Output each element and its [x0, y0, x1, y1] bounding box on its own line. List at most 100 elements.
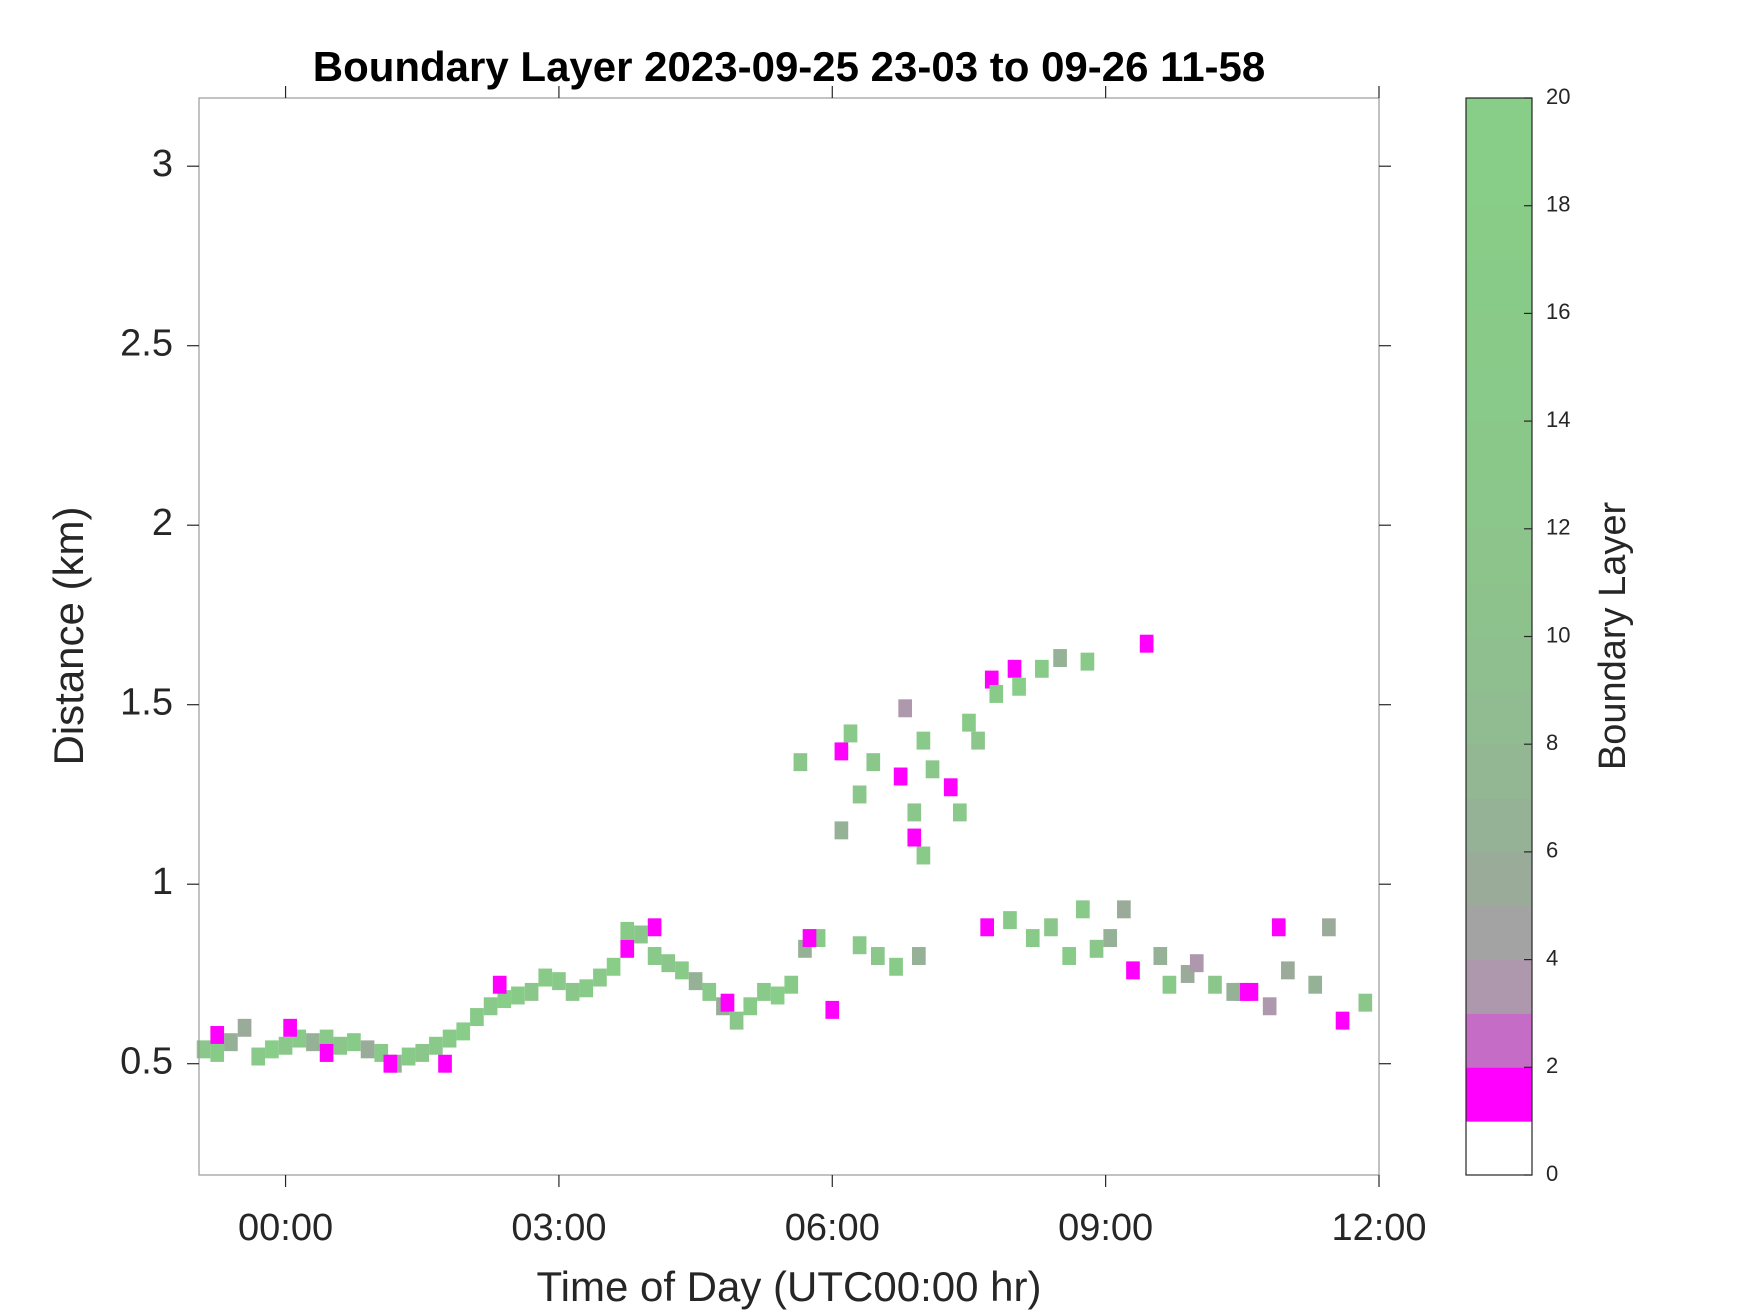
cell	[1262, 997, 1277, 1016]
cell	[866, 753, 881, 772]
y-tick-label: 2.5	[120, 323, 173, 365]
x-tick-label: 06:00	[785, 1207, 880, 1249]
colorbar-tick-label: 4	[1546, 945, 1558, 970]
cell	[319, 1043, 334, 1062]
cell	[333, 1036, 348, 1055]
cell	[889, 957, 903, 976]
cell	[852, 936, 867, 955]
x-axis-label: Time of Day (UTC00:00 hr)	[537, 1263, 1042, 1310]
cell	[825, 1000, 840, 1019]
colorbar-tick-label: 0	[1546, 1161, 1558, 1186]
cell	[1103, 929, 1118, 948]
y-axis-label: Distance (km)	[45, 506, 92, 765]
cell	[1189, 954, 1204, 973]
cell	[1271, 918, 1286, 937]
colorbar-band	[1466, 851, 1532, 907]
cell	[647, 947, 662, 965]
cell	[511, 986, 525, 1005]
cell	[688, 972, 703, 991]
cell	[907, 803, 922, 822]
cell	[1062, 947, 1077, 965]
cell	[1012, 677, 1026, 696]
cell	[971, 731, 985, 750]
cell	[898, 699, 913, 718]
cell	[729, 1011, 744, 1030]
cell	[989, 684, 1004, 703]
cell	[871, 947, 885, 965]
colorbar-band	[1466, 905, 1532, 961]
cell	[347, 1033, 361, 1052]
cell	[834, 821, 849, 840]
cell	[962, 713, 976, 732]
cell	[1358, 993, 1373, 1012]
colorbar-band	[1466, 1013, 1532, 1068]
colorbar-band	[1466, 1121, 1532, 1176]
cell	[943, 778, 958, 797]
cell	[210, 1026, 225, 1044]
cell	[852, 785, 867, 804]
cell	[1044, 918, 1058, 937]
cell	[1076, 900, 1090, 919]
cell	[743, 997, 758, 1016]
cell	[1226, 982, 1241, 1001]
cell	[278, 1036, 293, 1055]
cell	[784, 975, 799, 994]
cell	[1053, 649, 1067, 668]
cell	[383, 1054, 398, 1073]
colorbar-band	[1466, 798, 1532, 853]
colorbar-band	[1466, 421, 1532, 476]
cell	[497, 990, 512, 1009]
cell	[770, 986, 785, 1005]
cell	[980, 918, 995, 937]
cell	[1080, 652, 1095, 671]
cell	[456, 1022, 471, 1041]
colorbar-label: Boundary Layer	[1592, 502, 1634, 771]
cell	[1025, 929, 1040, 948]
colorbar-band	[1466, 528, 1532, 584]
cell	[429, 1036, 443, 1055]
colorbar-band	[1466, 744, 1532, 799]
cell	[1281, 961, 1295, 980]
colorbar-tick-label: 2	[1546, 1053, 1558, 1078]
cell	[834, 742, 849, 761]
cell	[802, 929, 817, 948]
x-tick-label: 00:00	[238, 1207, 333, 1249]
x-tick-label: 09:00	[1058, 1207, 1153, 1249]
cell	[237, 1018, 252, 1037]
cell	[1208, 975, 1222, 994]
colorbar-tick-label: 10	[1546, 622, 1570, 647]
colorbar-band	[1466, 690, 1532, 745]
colorbar-tick-label: 16	[1546, 299, 1570, 324]
cell	[1322, 918, 1336, 937]
cell	[401, 1047, 416, 1066]
cell	[552, 972, 566, 991]
cell	[438, 1054, 452, 1073]
cell	[1126, 961, 1140, 980]
cell	[593, 968, 607, 987]
y-tick-label: 3	[152, 143, 173, 185]
cell	[793, 753, 808, 772]
colorbar-band	[1466, 636, 1532, 691]
cell	[1308, 975, 1323, 994]
colorbar-tick-label: 6	[1546, 838, 1558, 863]
colorbar-band	[1466, 474, 1532, 530]
cell	[1117, 900, 1131, 919]
x-tick-label: 03:00	[511, 1207, 606, 1249]
cell	[1139, 634, 1154, 653]
cell	[579, 979, 594, 998]
cell	[492, 975, 507, 994]
cell	[620, 921, 635, 940]
cell	[538, 968, 553, 987]
cell	[634, 925, 648, 944]
cell	[483, 997, 498, 1016]
cell	[265, 1040, 279, 1059]
colorbar-band	[1466, 367, 1532, 422]
colorbar-band	[1466, 259, 1532, 314]
colorbar-band	[1466, 151, 1532, 207]
cell	[524, 982, 539, 1001]
cell	[224, 1033, 238, 1052]
cell	[916, 731, 931, 750]
colorbar-tick-label: 20	[1546, 84, 1570, 109]
